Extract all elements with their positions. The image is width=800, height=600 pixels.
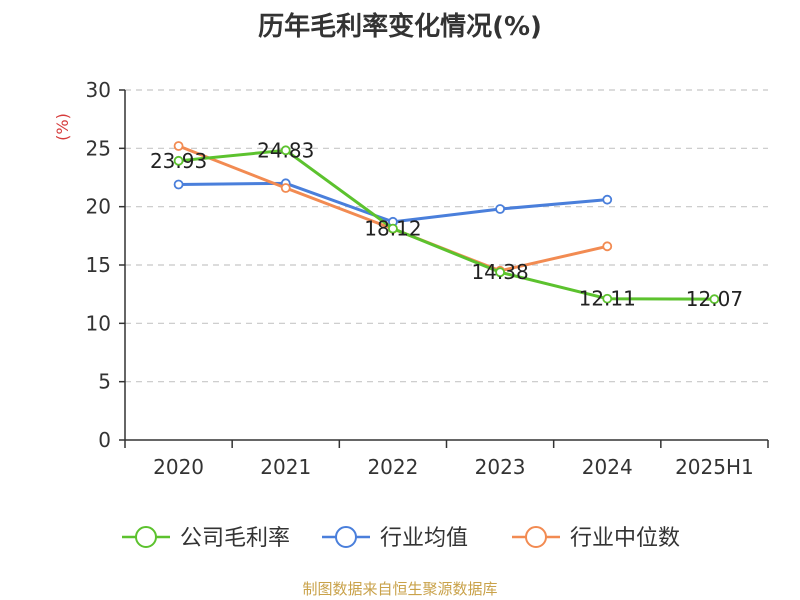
y-tick-label: 5: [98, 370, 111, 394]
y-tick-label: 30: [86, 78, 111, 102]
y-tick-label: 0: [98, 428, 111, 452]
data-point: [173, 179, 184, 190]
series-lines: [173, 141, 720, 305]
gridlines: [125, 89, 768, 383]
data-point: [388, 223, 398, 234]
data-label: 18.12: [364, 217, 421, 241]
data-label: 14.38: [471, 260, 528, 284]
x-tick-label: 2020: [153, 455, 204, 479]
x-tick-label: 2024: [582, 455, 633, 479]
series-line: [178, 144, 608, 273]
data-label: 12.07: [686, 287, 743, 311]
legend-marker: [335, 526, 357, 548]
data-point: [173, 155, 184, 166]
legend-label: 行业均值: [380, 526, 468, 551]
source-footer: 制图数据来自恒生聚源数据库: [302, 580, 498, 598]
y-tick-label: 25: [86, 136, 111, 160]
data-point: [495, 267, 505, 278]
y-tick-label: 10: [86, 311, 111, 335]
data-point: [602, 241, 613, 252]
y-tick-label: 15: [86, 253, 111, 277]
data-point: [280, 183, 291, 193]
legend-label: 公司毛利率: [180, 526, 290, 551]
data-label: 23.93: [150, 149, 207, 173]
data-label: 12.11: [579, 287, 636, 311]
x-tick-label: 2021: [260, 455, 311, 479]
data-point: [280, 145, 291, 156]
data-point: [495, 204, 505, 214]
y-tick-label: 20: [86, 195, 111, 219]
x-tick-label: 2023: [475, 455, 526, 479]
legend-marker: [135, 526, 157, 548]
y-unit-label: (%): [53, 113, 72, 141]
x-tick-label: 2025H1: [675, 455, 754, 479]
legend: 公司毛利率 行业均值 行业中位数: [122, 526, 680, 551]
series-line: [178, 148, 715, 301]
data-point: [709, 294, 720, 305]
x-tick-label: 2022: [367, 455, 418, 479]
data-point: [602, 293, 613, 304]
chart-title: 历年毛利率变化情况(%): [258, 12, 542, 42]
data-labels: 23.93 24.83 18.12 14.38 12.11 12.07: [150, 138, 743, 311]
data-label: 24.83: [257, 138, 314, 162]
data-point: [602, 194, 613, 205]
legend-marker: [525, 526, 547, 548]
legend-label: 行业中位数: [570, 526, 680, 551]
axes: 0 5 10 15 20 25 30 (%) 2020 2021 2022 2023 2024 2025H…: [53, 78, 769, 479]
data-point: [173, 141, 184, 151]
